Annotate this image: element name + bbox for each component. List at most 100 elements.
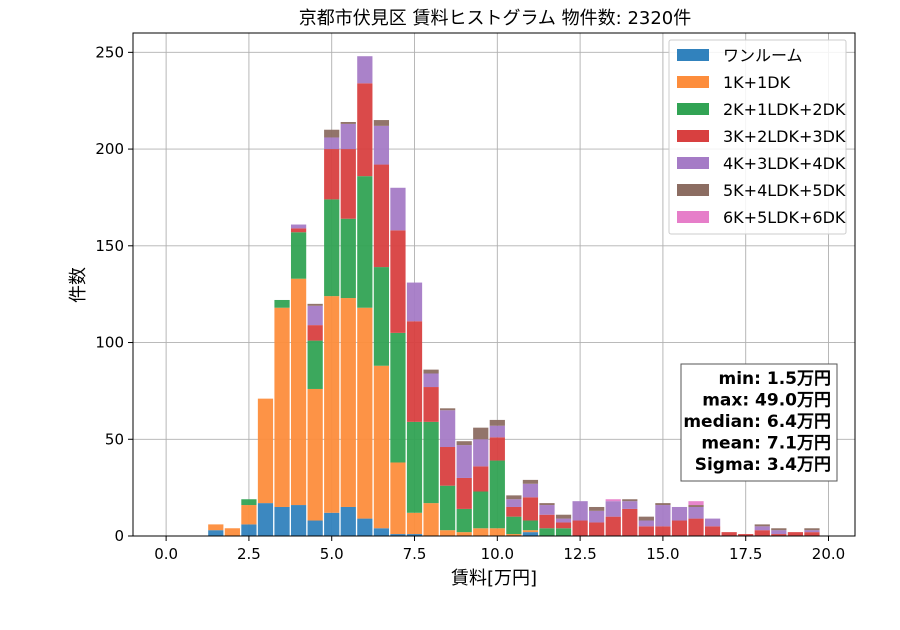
stats-line: max: 49.0万円 <box>702 391 831 411</box>
x-tick-label: 15.0 <box>646 545 679 563</box>
bar-segment <box>539 505 555 515</box>
bar-segment <box>406 534 423 536</box>
bar-segment <box>754 526 770 531</box>
bar-segment <box>324 199 340 297</box>
y-tick-label: 50 <box>105 430 124 448</box>
bar-segment <box>357 518 373 536</box>
bar-segment <box>638 520 654 527</box>
bar-segment <box>290 228 307 233</box>
bar-segment <box>373 365 390 529</box>
bar-segment <box>473 439 489 467</box>
bar-segment <box>357 56 373 84</box>
bar-segment <box>324 149 340 200</box>
bar-segment <box>522 483 539 498</box>
bar-segment <box>423 373 439 388</box>
bar-segment <box>622 501 638 509</box>
bar-segment <box>804 532 820 536</box>
bar-segment <box>274 307 290 507</box>
x-axis-label: 賃料[万円] <box>451 568 537 589</box>
legend-entry: 5K+4LDK+5DK <box>723 181 846 200</box>
stats-line: min: 1.5万円 <box>719 369 831 389</box>
y-tick-label: 0 <box>114 527 124 545</box>
bar-segment <box>804 530 820 533</box>
bar-segment <box>655 503 671 506</box>
bar-segment <box>771 530 787 535</box>
bar-segment <box>589 510 605 523</box>
bar-segment <box>357 307 373 519</box>
bar-segment <box>473 466 489 492</box>
bar-segment <box>307 305 323 326</box>
bar-segment <box>622 508 638 536</box>
legend-swatch <box>677 76 709 88</box>
bar-segment <box>804 528 820 531</box>
x-tick-label: 0.0 <box>154 545 178 563</box>
bar-segment <box>390 332 406 463</box>
y-tick-label: 200 <box>95 140 124 158</box>
bar-segment <box>340 218 356 299</box>
bar-segment <box>522 530 539 533</box>
bar-segment <box>522 479 539 484</box>
bar-segment <box>290 224 307 229</box>
bar-segment <box>373 120 390 126</box>
bar-segment <box>555 514 572 519</box>
bar-segment <box>224 528 240 536</box>
bar-segment <box>506 506 522 517</box>
bar-segment <box>456 445 472 478</box>
bar-segment <box>787 532 804 536</box>
legend-entry: 6K+5LDK+6DK <box>723 208 846 227</box>
bar-segment <box>489 528 505 536</box>
plot-frame <box>132 32 856 537</box>
x-tick-label: 17.5 <box>729 545 762 563</box>
bar-segment <box>539 528 555 536</box>
bar-segment <box>605 499 621 502</box>
bar-segment <box>390 187 406 231</box>
x-tick-label: 5.0 <box>320 545 344 563</box>
bar-segment <box>522 497 539 521</box>
bars-layer <box>208 56 820 536</box>
bar-segment <box>290 505 307 536</box>
bar-segment <box>456 508 472 533</box>
bar-segment <box>406 282 423 322</box>
y-tick-label: 100 <box>95 334 124 352</box>
bar-segment <box>373 267 390 366</box>
legend-swatch <box>677 211 709 223</box>
bar-segment <box>539 514 555 529</box>
bar-segment <box>357 83 373 177</box>
y-tick-label: 150 <box>95 237 124 255</box>
legend-swatch <box>677 184 709 196</box>
bar-segment <box>440 410 456 448</box>
bar-segment <box>506 534 522 536</box>
bar-segment <box>440 408 456 411</box>
bar-segment <box>655 505 671 527</box>
bar-segment <box>307 303 323 306</box>
legend-entry: 1K+1DK <box>723 73 791 92</box>
bar-segment <box>241 505 257 525</box>
bar-segment <box>738 534 754 536</box>
bar-segment <box>423 387 439 422</box>
x-tick-label: 10.0 <box>481 545 514 563</box>
bar-segment <box>522 532 539 536</box>
bar-segment <box>340 121 356 124</box>
bar-segment <box>754 530 770 536</box>
bar-segment <box>307 520 323 536</box>
bar-segment <box>340 506 356 536</box>
legend-frame <box>668 39 847 235</box>
legend-swatch <box>677 157 709 169</box>
ticks-layer: 0.0 2.5 5.0 7.5 10.0 12.5 15.0 17.5 20.0 0 50 100 15… <box>95 43 845 563</box>
stats-frame <box>680 363 838 482</box>
bar-segment <box>456 477 472 509</box>
y-tick-label: 250 <box>95 43 124 61</box>
bar-segment <box>290 278 307 506</box>
bar-segment <box>423 421 439 504</box>
bar-segment <box>373 164 390 268</box>
legend-entry: 3K+2LDK+3DK <box>723 127 846 146</box>
bar-segment <box>489 460 505 529</box>
bar-segment <box>208 524 224 531</box>
bar-segment <box>688 505 704 507</box>
legend-swatch <box>677 130 709 142</box>
bar-segment <box>373 125 390 165</box>
bar-segment <box>307 388 323 521</box>
x-tick-label: 7.5 <box>403 545 427 563</box>
bar-segment <box>754 524 770 527</box>
